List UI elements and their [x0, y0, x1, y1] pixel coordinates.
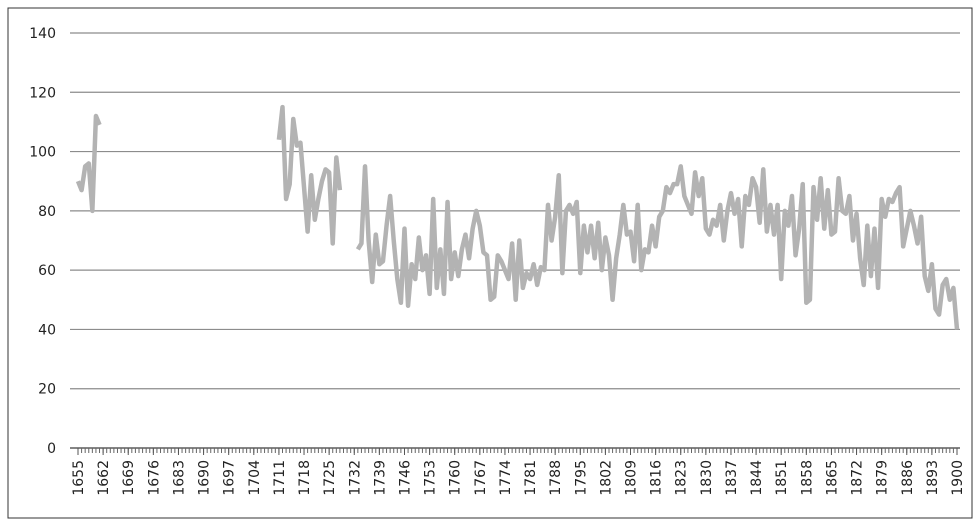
x-tick-label: 1844	[749, 460, 765, 496]
y-tick-label: 80	[38, 204, 56, 220]
x-tick-label: 1739	[372, 460, 388, 496]
x-tick-label: 1823	[674, 460, 690, 496]
x-tick-label: 1802	[598, 460, 614, 496]
x-tick-label: 1704	[247, 460, 263, 496]
y-tick-label: 60	[38, 263, 56, 279]
x-tick-label: 1886	[900, 460, 916, 496]
x-tick-label: 1732	[347, 460, 363, 496]
x-tick-label: 1690	[197, 460, 213, 496]
data-line	[75, 104, 960, 330]
x-tick-label: 1788	[548, 460, 564, 496]
x-tick-label: 1669	[121, 460, 137, 496]
y-tick-label: 140	[29, 26, 56, 42]
x-tick-label: 1795	[573, 460, 589, 496]
y-tick-label: 120	[29, 85, 56, 101]
x-tick-label: 1697	[222, 460, 238, 496]
x-tick-label: 1830	[699, 460, 715, 496]
y-tick-label: 40	[38, 322, 56, 338]
y-tick-label: 100	[29, 145, 56, 161]
x-tick-label: 1767	[473, 460, 489, 496]
chart-frame	[7, 7, 973, 519]
x-tick-label: 1851	[774, 460, 790, 496]
x-tick-label: 1676	[146, 460, 162, 496]
x-tick-label: 1900	[950, 460, 966, 496]
x-tick-label: 1718	[297, 460, 313, 496]
x-tick-label: 1683	[171, 460, 187, 496]
x-tick-label: 1781	[523, 460, 539, 496]
x-tick-label: 1858	[799, 460, 815, 496]
x-tick-label: 1662	[96, 460, 112, 496]
x-tick-label: 1760	[448, 460, 464, 496]
x-tick-label: 1655	[71, 460, 87, 496]
x-tick-label: 1753	[423, 460, 439, 496]
x-tick-label: 1865	[824, 460, 840, 496]
y-tick-label: 0	[47, 441, 56, 457]
x-tick-label: 1893	[925, 460, 941, 496]
x-tick-label: 1872	[850, 460, 866, 496]
x-tick-label: 1879	[875, 460, 891, 496]
x-tick-label: 1809	[624, 460, 640, 496]
x-tick-label: 1774	[498, 460, 514, 496]
x-tick-label: 1837	[724, 460, 740, 496]
x-tick-label: 1725	[322, 460, 338, 496]
x-tick-label: 1816	[649, 460, 665, 496]
x-tick-label: 1746	[397, 460, 413, 496]
y-tick-label: 20	[38, 382, 56, 398]
x-tick-label: 1711	[272, 460, 288, 496]
